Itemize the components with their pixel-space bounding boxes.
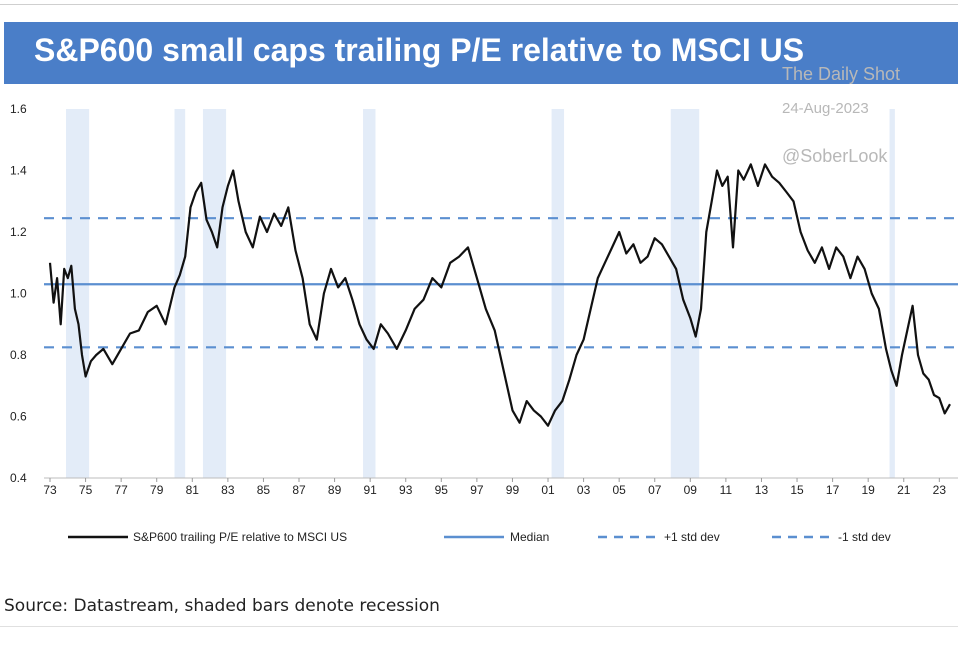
y-tick-label: 1.6 (10, 102, 27, 116)
x-tick-label: 97 (470, 483, 484, 497)
recession-bar-2 (202, 109, 227, 478)
x-axis-ticks: 73 75 77 79 81 83 85 87 89 91 93 95 97 99 01 03 05 07 09 11… (43, 478, 946, 497)
x-tick-label: 03 (577, 483, 591, 497)
reference-lines (44, 217, 958, 349)
x-tick-label: 99 (506, 483, 520, 497)
recession-bar-6 (889, 109, 895, 478)
top-rule (0, 4, 958, 5)
recession-bar-4 (551, 109, 565, 478)
recession-bar-5 (670, 109, 700, 478)
legend-label-median: Median (510, 530, 549, 544)
watermark-date: 24-Aug-2023 (782, 100, 869, 117)
x-tick-label: 83 (221, 483, 235, 497)
legend: S&P600 trailing P/E relative to MSCI US … (68, 530, 891, 544)
x-tick-label: 75 (79, 483, 93, 497)
x-tick-label: 93 (399, 483, 413, 497)
legend-label-minus-std: -1 std dev (838, 530, 891, 544)
x-tick-label: 81 (186, 483, 200, 497)
x-tick-label: 87 (292, 483, 306, 497)
chart-title: S&P600 small caps trailing P/E relative … (34, 32, 805, 68)
y-tick-label: 0.8 (10, 348, 27, 362)
y-axis-ticks: 0.4 0.6 0.8 1.0 1.2 1.4 1.6 (10, 102, 27, 485)
y-tick-label: 0.4 (10, 471, 27, 485)
x-tick-label: 85 (257, 483, 271, 497)
x-tick-label: 21 (897, 483, 911, 497)
source-note: Source: Datastream, shaded bars denote r… (4, 596, 440, 616)
x-tick-label: 91 (363, 483, 377, 497)
series-line-sp600-pe-relative (48, 163, 951, 427)
watermark-handle: @SoberLook (782, 146, 888, 166)
x-tick-label: 17 (826, 483, 840, 497)
x-tick-label: 77 (114, 483, 128, 497)
y-tick-label: 1.4 (10, 164, 27, 178)
y-tick-label: 1.0 (10, 287, 27, 301)
watermark-brand: The Daily Shot (782, 64, 901, 84)
x-tick-label: 05 (612, 483, 626, 497)
x-tick-label: 11 (720, 483, 733, 497)
y-tick-label: 1.2 (10, 225, 27, 239)
x-tick-label: 95 (435, 483, 449, 497)
x-tick-label: 19 (862, 483, 876, 497)
y-tick-label: 0.6 (10, 410, 27, 424)
line-chart: 0.4 0.6 0.8 1.0 1.2 1.4 1.6 73 75 77 79 81 83 85 87 89… (10, 102, 958, 544)
x-tick-label: 07 (648, 483, 662, 497)
x-tick-label: 73 (43, 483, 57, 497)
recession-bar-3 (363, 109, 376, 478)
x-tick-label: 15 (790, 483, 804, 497)
legend-label-plus-std: +1 std dev (664, 530, 720, 544)
x-tick-label: 09 (684, 483, 698, 497)
title-band (4, 22, 958, 84)
recession-bar-1 (174, 109, 186, 478)
x-tick-label: 13 (755, 483, 769, 497)
bottom-rule (0, 626, 958, 627)
x-tick-label: 23 (933, 483, 947, 497)
recession-bar-0 (66, 109, 90, 478)
legend-label-series: S&P600 trailing P/E relative to MSCI US (133, 530, 347, 544)
x-tick-label: 89 (328, 483, 342, 497)
x-tick-label: 79 (150, 483, 164, 497)
recession-shading (66, 109, 895, 478)
x-tick-label: 01 (541, 483, 555, 497)
